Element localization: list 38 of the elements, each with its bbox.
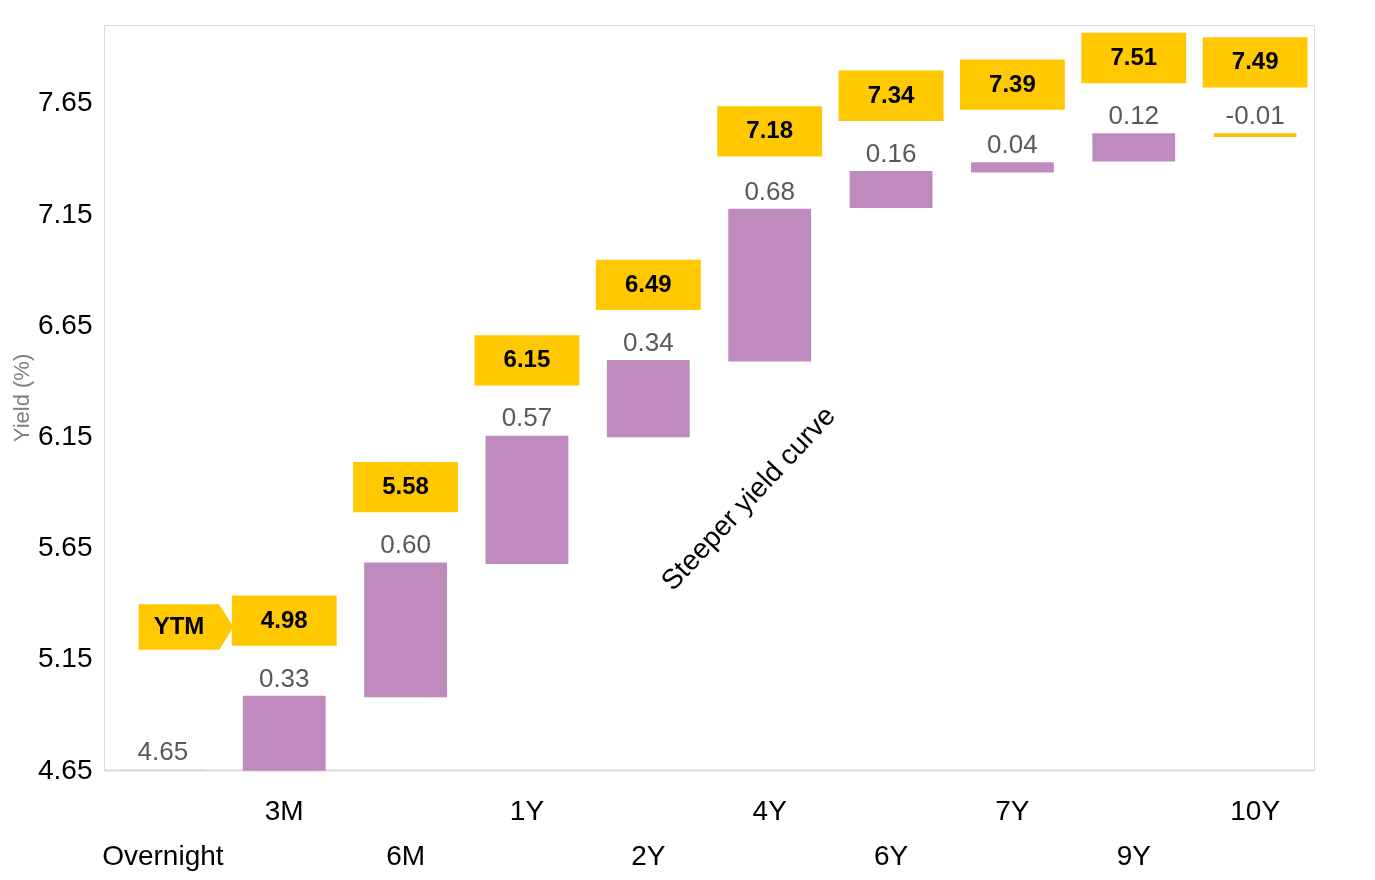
- annotation: 7.39: [989, 69, 1036, 97]
- data-label: 0.04: [987, 128, 1038, 159]
- annotation: 6.15: [503, 345, 551, 373]
- x-tick-label: 4Y: [752, 795, 788, 826]
- data-label: 0.60: [380, 529, 431, 560]
- annotation: 7.18: [746, 116, 794, 144]
- x-tick-label: 2Y: [631, 840, 666, 871]
- y-tick-label: 4.65: [38, 753, 93, 785]
- data-label: 0.12: [1108, 99, 1160, 130]
- y-tick-label: 7.65: [38, 86, 93, 118]
- x-tick-label: 7Y: [995, 795, 1030, 826]
- data-label: 0.68: [744, 175, 795, 206]
- x-tick-label: 10Y: [1230, 795, 1281, 826]
- y-tick-label: 7.15: [38, 197, 93, 229]
- annotation: 7.51: [1110, 42, 1158, 70]
- y-tick-label: 5.65: [38, 531, 93, 563]
- y-tick-label: 6.65: [38, 308, 93, 340]
- data-label: 0.16: [865, 137, 917, 168]
- data-label: 0.57: [501, 402, 553, 433]
- data-label: -0.01: [1225, 99, 1285, 130]
- x-tick-label: Overnight: [102, 840, 224, 871]
- y-axis-title: Yield (%): [9, 353, 34, 443]
- annotation: 7.49: [1231, 47, 1279, 75]
- annotation: 4.98: [260, 605, 308, 633]
- y-tick-label: 6.15: [38, 419, 93, 451]
- x-tick-label: 6M: [386, 840, 426, 871]
- y-tick-label: 5.15: [38, 642, 93, 674]
- annotation: 5.58: [382, 472, 429, 500]
- x-tick-label: 6Y: [873, 840, 909, 871]
- annotation: YTM: [153, 612, 205, 639]
- data-label: 0.33: [258, 662, 310, 693]
- x-tick-label: 9Y: [1116, 840, 1152, 871]
- x-tick-label: 3M: [264, 795, 304, 826]
- data-label: 0.34: [623, 326, 674, 357]
- x-tick-label: 1Y: [509, 795, 545, 826]
- annotation: 6.49: [624, 269, 672, 297]
- annotation: 7.34: [867, 80, 916, 108]
- data-label: 4.65: [137, 736, 189, 766]
